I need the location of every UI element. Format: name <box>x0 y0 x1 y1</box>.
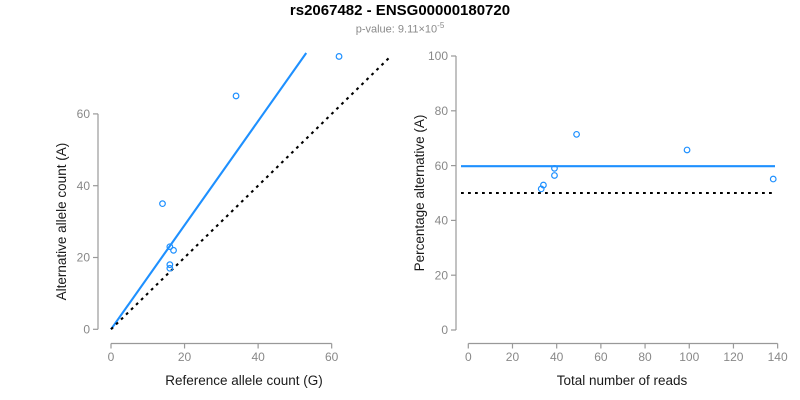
data-point <box>159 200 166 208</box>
data-point <box>551 172 558 179</box>
y-tick-label: 60 <box>77 107 91 121</box>
data-point <box>683 146 691 154</box>
pvalue-exponent: -5 <box>437 21 445 30</box>
x-axis-title: Total number of reads <box>557 373 688 388</box>
y-tick-label: 80 <box>435 104 449 118</box>
y-tick-label: 20 <box>77 251 91 265</box>
y-tick-label: 100 <box>428 49 448 63</box>
y-tick-label: 40 <box>77 179 91 193</box>
x-tick-label: 140 <box>768 350 788 364</box>
x-tick-label: 100 <box>679 350 699 364</box>
data-point <box>170 246 177 254</box>
plot-percentage-vs-reads: 0 20 40 60 80 100 0 20 40 60 80 100 120 140 Total numb… <box>412 49 788 388</box>
x-tick-label: 20 <box>178 350 192 364</box>
y-axis-title: Alternative allele count (A) <box>54 143 69 301</box>
x-tick-label: 20 <box>506 350 520 364</box>
x-tick-label: 40 <box>550 350 564 364</box>
data-point <box>166 261 174 269</box>
data-point <box>166 264 174 272</box>
pvalue-text: p-value: 9.11×10 <box>355 23 438 36</box>
y-tick-label: 40 <box>435 214 449 228</box>
fitted-line <box>110 52 308 330</box>
data-point <box>540 181 547 189</box>
data-point <box>769 175 777 183</box>
identity-line <box>110 56 391 331</box>
y-tick-label: 20 <box>435 268 449 282</box>
data-point <box>335 53 343 60</box>
x-tick-label: 120 <box>723 350 743 364</box>
x-axis-title: Reference allele count (G) <box>165 373 323 388</box>
y-tick-label: 60 <box>435 159 449 173</box>
data-point <box>551 164 558 172</box>
data-point <box>166 243 174 251</box>
figure-title: rs2067482 - ENSG00000180720 <box>289 2 511 19</box>
x-tick-label: 40 <box>251 350 265 364</box>
x-tick-label: 80 <box>638 350 652 364</box>
data-point <box>573 130 580 138</box>
figure-subtitle: p-value: 9.11×10-5 <box>0 21 800 36</box>
x-tick-label: 60 <box>325 350 339 364</box>
x-tick-label: 0 <box>465 350 472 364</box>
y-tick-label: 0 <box>83 323 90 337</box>
y-axis-title: Percentage alternative (A) <box>412 115 427 272</box>
data-point <box>232 92 240 100</box>
x-tick-label: 60 <box>594 350 608 364</box>
y-tick-label: 0 <box>441 323 448 337</box>
x-tick-label: 0 <box>108 350 115 364</box>
